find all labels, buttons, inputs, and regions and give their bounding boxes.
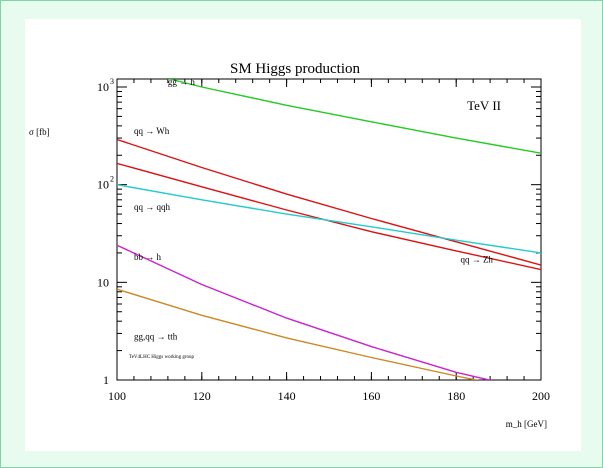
y-axis-label: σ [fb] bbox=[29, 127, 50, 137]
y-tick-label: 10 bbox=[97, 275, 109, 289]
series-label: bb → h bbox=[134, 252, 162, 262]
chart-title: SM Higgs production bbox=[230, 61, 361, 77]
series-label: qq → qqh bbox=[134, 202, 171, 212]
x-tick-label: 100 bbox=[108, 389, 126, 403]
series-line bbox=[117, 138, 541, 266]
y-tick-label: 10 bbox=[97, 80, 109, 94]
y-tick-label: 1 bbox=[103, 373, 109, 387]
plot-frame bbox=[116, 78, 542, 381]
series-line bbox=[117, 184, 541, 254]
tev-annotation: TeV II bbox=[467, 98, 501, 113]
series-line bbox=[117, 244, 493, 380]
chart-panel: SM Higgs production TeV II σ [fb] m_h [G… bbox=[25, 19, 581, 451]
series-line bbox=[117, 288, 480, 380]
y-tick-exponent: 3 bbox=[110, 77, 114, 86]
y-tick-label: 10 bbox=[97, 178, 109, 192]
x-axis-label: m_h [GeV] bbox=[506, 419, 547, 429]
series-label: qq → Wh bbox=[134, 126, 170, 136]
y-tick-exponent: 2 bbox=[110, 175, 114, 184]
series-label: gg,qq → tth bbox=[134, 331, 178, 341]
x-tick-label: 200 bbox=[532, 389, 550, 403]
series-label: gg → h bbox=[168, 77, 196, 87]
chart-svg: SM Higgs production TeV II σ [fb] m_h [G… bbox=[29, 61, 550, 429]
x-tick-label: 180 bbox=[447, 389, 465, 403]
series-line bbox=[166, 79, 541, 154]
footnote: TeV4LHC Higgs working group bbox=[129, 355, 195, 360]
x-tick-label: 160 bbox=[362, 389, 380, 403]
x-tick-label: 120 bbox=[193, 389, 211, 403]
series-label: qq → Zh bbox=[460, 254, 493, 264]
x-tick-label: 140 bbox=[278, 389, 296, 403]
